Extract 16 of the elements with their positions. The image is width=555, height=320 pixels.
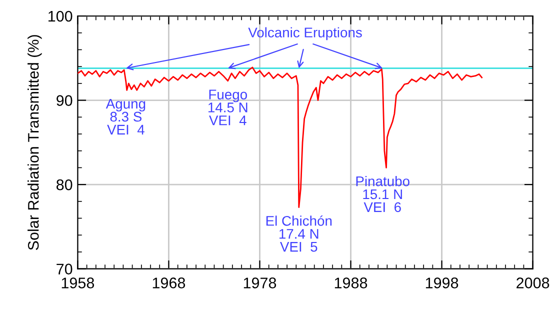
x-tick-label: 2008 xyxy=(516,278,550,288)
annotation: Volcanic Eruptions xyxy=(248,27,362,40)
annotation: Agung 8.3 S VEI 4 xyxy=(106,99,146,134)
annotation: El Chichón 17.4 N VEI 5 xyxy=(266,215,332,252)
y-tick-label: 70 xyxy=(56,264,72,274)
y-tick-label: 100 xyxy=(48,10,72,22)
y-tick-label: 80 xyxy=(56,179,72,190)
x-tick-label: 1968 xyxy=(152,278,186,288)
y-axis-title: Solar Radiation Transmitted (%) xyxy=(28,35,42,250)
y-tick-label: 90 xyxy=(56,95,72,106)
annotation: Pinatubo 15.1 N VEI 6 xyxy=(356,176,410,212)
x-tick-label: 1998 xyxy=(426,278,458,288)
x-tick-label: 1988 xyxy=(334,278,368,288)
x-tick-label: 1958 xyxy=(62,278,94,288)
annotation: Fuego 14.5 N VEI 4 xyxy=(208,90,248,126)
x-tick-label: 1978 xyxy=(244,278,276,288)
